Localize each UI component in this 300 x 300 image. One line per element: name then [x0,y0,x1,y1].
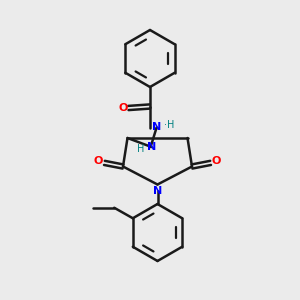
Text: N: N [154,185,163,196]
Text: N: N [147,142,156,152]
Text: O: O [118,103,128,113]
Text: H: H [137,143,145,154]
Text: ·H: ·H [164,120,175,130]
Text: N: N [152,122,161,132]
Text: O: O [94,155,103,166]
Text: O: O [212,155,221,166]
